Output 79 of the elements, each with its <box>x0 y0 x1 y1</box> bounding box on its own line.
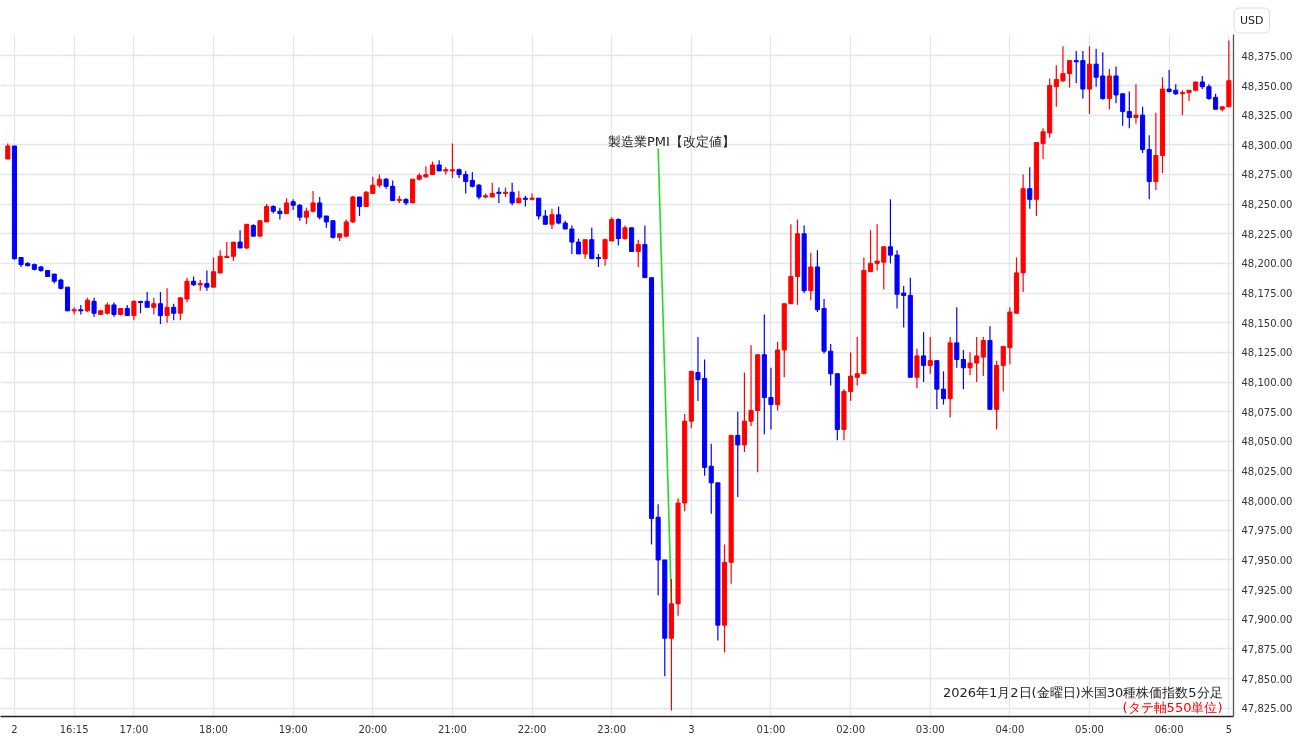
y-tick-label: 48,000.00 <box>1241 495 1293 507</box>
x-tick-label: 21:00 <box>438 723 467 735</box>
y-tick-label: 48,100.00 <box>1241 377 1293 389</box>
candlestick <box>509 182 515 206</box>
x-tick-label: 2 <box>11 723 18 735</box>
candlestick <box>164 287 170 324</box>
candlestick <box>91 297 97 318</box>
y-tick-label: 48,075.00 <box>1241 406 1293 418</box>
y-tick-label: 48,125.00 <box>1241 347 1293 359</box>
text: (タテ軸550単位) <box>1122 700 1223 715</box>
x-tick-label: 03:00 <box>915 723 945 735</box>
candlestick <box>536 197 542 221</box>
y-tick-label: 48,225.00 <box>1241 228 1293 240</box>
x-tick-label: 18:00 <box>199 723 228 735</box>
x-tick-label: 20:00 <box>358 723 388 735</box>
candlestick <box>808 252 814 301</box>
candlestick <box>244 223 250 250</box>
y-tick-label: 48,375.00 <box>1241 50 1293 62</box>
annotation: 製造業PMI【改定値】 <box>607 133 735 149</box>
candlestick <box>954 306 960 369</box>
candlestick <box>237 229 243 249</box>
y-tick-label: 48,200.00 <box>1241 258 1293 270</box>
y-tick-label: 48,050.00 <box>1241 436 1293 448</box>
text: 2026年1月2日(金曜日)米国30種株価指数5分足 <box>942 685 1223 700</box>
candlestick <box>980 336 986 377</box>
y-axis-title: USD <box>1240 14 1264 27</box>
candlestick <box>828 343 834 387</box>
candlestick <box>927 336 933 375</box>
y-tick-label: 47,900.00 <box>1241 614 1293 626</box>
candlestick <box>960 349 966 390</box>
y-tick-label: 48,350.00 <box>1241 80 1293 92</box>
candlestick <box>449 143 455 179</box>
x-tick-label: 19:00 <box>278 723 308 735</box>
y-tick-label: 48,250.00 <box>1241 199 1293 211</box>
x-tick-label: 04:00 <box>995 723 1025 735</box>
candlestick <box>356 196 363 217</box>
y-tick-label: 47,825.00 <box>1241 703 1293 715</box>
candlestick <box>629 227 635 253</box>
x-tick-label: 22:00 <box>517 723 547 735</box>
y-tick-label: 48,275.00 <box>1241 169 1293 181</box>
y-tick-label: 47,950.00 <box>1241 554 1293 566</box>
candlestick <box>496 186 502 204</box>
candlestick <box>589 227 595 260</box>
x-tick-label: 17:00 <box>119 723 149 735</box>
candlestick <box>741 371 747 453</box>
candlestick <box>635 239 641 268</box>
candlestick <box>204 269 210 292</box>
x-tick-label: 23:00 <box>597 723 627 735</box>
x-tick-label: 06:00 <box>1154 723 1184 735</box>
y-tick-label: 48,025.00 <box>1241 465 1293 477</box>
candlestick <box>582 239 588 260</box>
candlestick <box>549 208 555 230</box>
candlestick <box>410 178 416 204</box>
candlestick <box>131 299 137 321</box>
candlestick <box>615 217 621 247</box>
x-tick-label: 05:00 <box>1075 723 1104 735</box>
candlestick <box>1027 166 1033 210</box>
y-tick-label: 47,875.00 <box>1241 643 1293 655</box>
x-tick-label: 3 <box>688 723 695 735</box>
x-tick-label: 16:15 <box>59 723 89 735</box>
candlestick <box>1126 90 1132 129</box>
x-tick-label: 01:00 <box>756 723 786 735</box>
candlestick <box>317 196 323 221</box>
x-tick-label: 02:00 <box>836 723 866 735</box>
y-tick-label: 48,325.00 <box>1241 110 1293 122</box>
candlestick <box>1133 83 1139 125</box>
y-tick-label: 47,925.00 <box>1241 584 1293 596</box>
candlestick <box>735 411 741 498</box>
candlestick <box>529 192 535 202</box>
x-tick-label: 5 <box>1225 723 1233 735</box>
y-tick-label: 48,300.00 <box>1241 139 1293 151</box>
candlestick <box>1106 68 1112 110</box>
candlestick <box>921 331 927 383</box>
y-tick-label: 47,850.00 <box>1241 673 1293 685</box>
y-tick-label: 48,175.00 <box>1241 288 1293 300</box>
candlestick <box>914 348 920 389</box>
y-tick-label: 47,975.00 <box>1241 525 1293 537</box>
candlestick <box>157 291 163 325</box>
y-tick-label: 48,150.00 <box>1241 317 1293 329</box>
